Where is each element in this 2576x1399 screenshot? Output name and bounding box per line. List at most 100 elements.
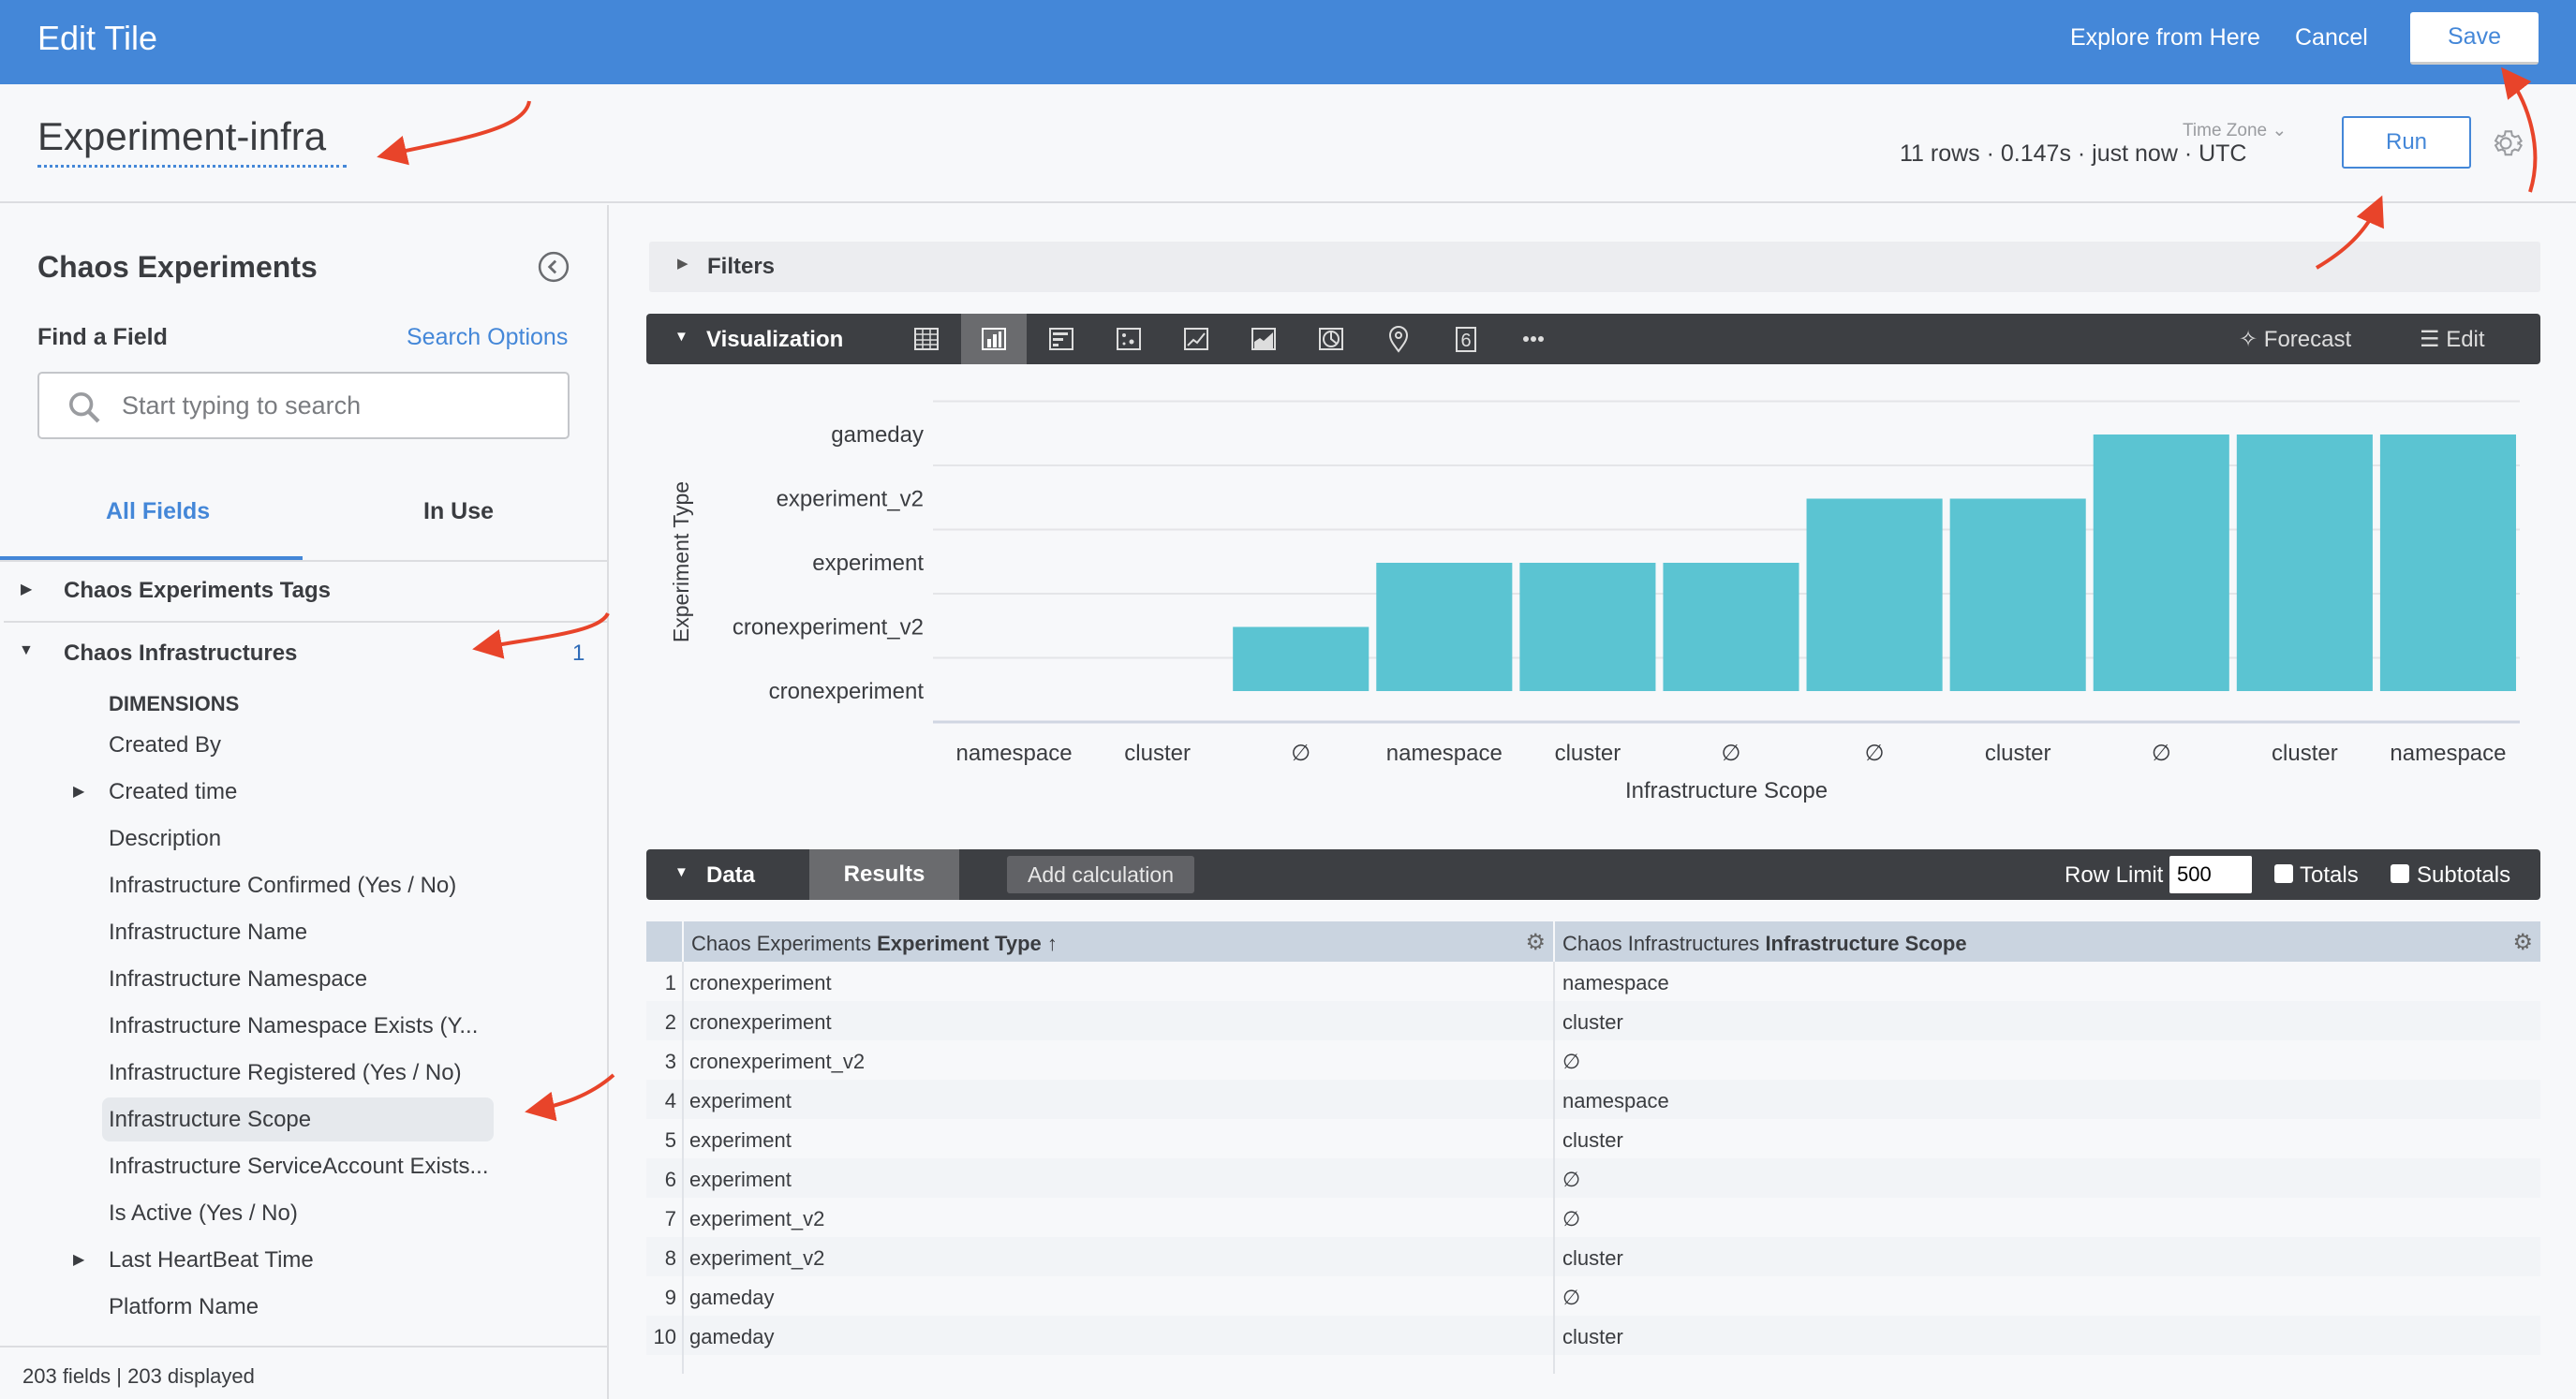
- group-chaos-infrastructures[interactable]: ▼ Chaos Infrastructures 1: [0, 641, 607, 685]
- cell-infrastructure-scope: namespace: [1562, 1089, 1669, 1112]
- field-item[interactable]: Infrastructure Registered (Yes / No): [109, 1060, 462, 1085]
- row-number: 7: [664, 1207, 676, 1230]
- x-axis-title: Infrastructure Scope: [1625, 778, 1828, 803]
- bar[interactable]: [1376, 563, 1513, 691]
- table-row[interactable]: 3 cronexperiment_v2 ∅: [646, 1040, 2540, 1080]
- caret-right-icon[interactable]: ▶: [73, 1252, 85, 1268]
- field-item[interactable]: Infrastructure Scope: [109, 1107, 312, 1132]
- table-row[interactable]: 5 experiment cluster: [646, 1119, 2540, 1158]
- totals-checkbox[interactable]: [2274, 864, 2293, 883]
- forecast-icon: ✧: [2239, 327, 2258, 352]
- bar[interactable]: [1663, 563, 1799, 691]
- forecast-button[interactable]: ✧ Forecast: [2239, 326, 2351, 353]
- viz-type-column-chart[interactable]: [961, 314, 1027, 364]
- sort-ascending-icon[interactable]: ↑: [1046, 932, 1058, 955]
- table-row[interactable]: 7 experiment_v2 ∅: [646, 1198, 2540, 1237]
- active-tab-indicator: [0, 556, 303, 560]
- table-row[interactable]: 2 cronexperiment cluster: [646, 1001, 2540, 1040]
- caret-right-icon[interactable]: ▶: [73, 784, 85, 800]
- query-status: 11 rows · 0.147s · just now · UTC: [1900, 140, 2247, 167]
- table-row[interactable]: 4 experiment namespace: [646, 1080, 2540, 1119]
- field-item[interactable]: Created time: [109, 779, 238, 804]
- gear-icon[interactable]: [2488, 125, 2524, 161]
- viz-type-bar-chart[interactable]: [1029, 314, 1094, 364]
- field-item[interactable]: Infrastructure Confirmed (Yes / No): [109, 873, 457, 898]
- search-options-link[interactable]: Search Options: [407, 324, 569, 350]
- group-label: Chaos Infrastructures: [64, 641, 298, 666]
- viz-type-single-value[interactable]: 6: [1433, 314, 1499, 364]
- field-item[interactable]: Infrastructure Namespace: [109, 966, 368, 992]
- column-header-infrastructure-scope[interactable]: Chaos Infrastructures Infrastructure Sco…: [1553, 921, 2540, 962]
- bar[interactable]: [2236, 434, 2373, 691]
- field-search[interactable]: [37, 372, 570, 439]
- chevron-down-icon: ⌄: [2272, 121, 2287, 140]
- table-row[interactable]: 9 gameday ∅: [646, 1276, 2540, 1316]
- column-header-experiment-type[interactable]: Chaos Experiments Experiment Type ↑ ⚙: [682, 921, 1553, 962]
- column-field-name: Infrastructure Scope: [1765, 932, 1967, 955]
- explore-title: Chaos Experiments: [37, 250, 318, 284]
- row-number-header: [646, 921, 682, 962]
- field-item[interactable]: Last HeartBeat Time: [109, 1247, 314, 1273]
- group-chaos-experiments-tags[interactable]: ▶ Chaos Experiments Tags: [0, 578, 607, 623]
- cell-experiment-type: experiment_v2: [689, 1207, 825, 1230]
- add-calculation-button[interactable]: Add calculation: [1007, 856, 1194, 893]
- table-row[interactable]: 10 gameday cluster: [646, 1316, 2540, 1355]
- field-item[interactable]: Infrastructure ServiceAccount Exists...: [109, 1154, 489, 1179]
- gear-icon[interactable]: ⚙: [1525, 930, 1546, 955]
- filters-section[interactable]: ▶ Filters: [649, 242, 2540, 292]
- cell-experiment-type: experiment_v2: [689, 1246, 825, 1270]
- row-limit-label: Row Limit: [2065, 862, 2164, 888]
- x-tick-label: ∅: [1722, 741, 1741, 766]
- field-item[interactable]: Is Active (Yes / No): [109, 1200, 298, 1226]
- viz-type-map-pin[interactable]: [1366, 314, 1431, 364]
- y-axis-title: Experiment Type: [669, 481, 693, 642]
- run-button[interactable]: Run: [2342, 116, 2471, 169]
- bar[interactable]: [1519, 563, 1656, 691]
- caret-down-icon[interactable]: ▼: [674, 864, 688, 880]
- cell-experiment-type: cronexperiment_v2: [689, 1050, 866, 1073]
- tab-in-use[interactable]: In Use: [423, 498, 495, 524]
- table-row[interactable]: 6 experiment ∅: [646, 1158, 2540, 1198]
- field-item[interactable]: Infrastructure Namespace Exists (Y...: [109, 1013, 479, 1038]
- field-item[interactable]: Platform Name: [109, 1294, 259, 1319]
- viz-type-line-chart[interactable]: [1163, 314, 1229, 364]
- more-icon: [1523, 336, 1544, 342]
- explore-from-here-link[interactable]: Explore from Here: [2070, 24, 2260, 51]
- svg-text:6: 6: [1460, 331, 1471, 351]
- x-tick-label: cluster: [1124, 741, 1191, 766]
- field-item[interactable]: Created By: [109, 732, 222, 758]
- bar[interactable]: [2093, 434, 2229, 691]
- viz-type-area-chart[interactable]: [1231, 314, 1296, 364]
- bar[interactable]: [1949, 498, 2086, 692]
- collapse-sidebar-icon[interactable]: [538, 251, 570, 283]
- column-view-name: Chaos Infrastructures: [1562, 932, 1766, 955]
- time-zone-label: Time Zone: [2183, 121, 2268, 140]
- table-row[interactable]: 1 cronexperiment namespace: [646, 962, 2540, 1001]
- tab-results[interactable]: Results: [809, 849, 959, 900]
- bar[interactable]: [1233, 626, 1369, 692]
- viz-type-scatter[interactable]: [1096, 314, 1162, 364]
- field-search-input[interactable]: [122, 387, 553, 424]
- field-item[interactable]: Infrastructure Name: [109, 920, 308, 945]
- bar[interactable]: [2379, 434, 2516, 691]
- tab-all-fields[interactable]: All Fields: [106, 498, 211, 524]
- edit-visualization-button[interactable]: ☰ Edit: [2420, 326, 2485, 353]
- bar[interactable]: [1806, 498, 1943, 692]
- cancel-button[interactable]: Cancel: [2295, 24, 2368, 51]
- caret-down-icon[interactable]: ▼: [674, 329, 688, 345]
- viz-type-table[interactable]: [894, 314, 959, 364]
- tile-title-input[interactable]: Experiment-infra: [37, 114, 347, 168]
- gear-icon[interactable]: ⚙: [2512, 930, 2533, 955]
- subtotals-checkbox[interactable]: [2391, 864, 2409, 883]
- cell-infrastructure-scope: cluster: [1562, 1010, 1623, 1034]
- x-tick-label: cluster: [1555, 741, 1621, 766]
- cell-infrastructure-scope: ∅: [1562, 1207, 1581, 1230]
- table-row[interactable]: 8 experiment_v2 cluster: [646, 1237, 2540, 1276]
- row-limit-input[interactable]: [2169, 856, 2252, 893]
- time-zone-dropdown[interactable]: Time Zone ⌄: [2183, 120, 2287, 141]
- field-item[interactable]: Description: [109, 826, 222, 851]
- viz-type-pie-chart[interactable]: [1298, 314, 1364, 364]
- column-divider: [1553, 962, 1555, 1374]
- viz-type-more[interactable]: [1501, 314, 1566, 364]
- save-button[interactable]: Save: [2410, 12, 2539, 65]
